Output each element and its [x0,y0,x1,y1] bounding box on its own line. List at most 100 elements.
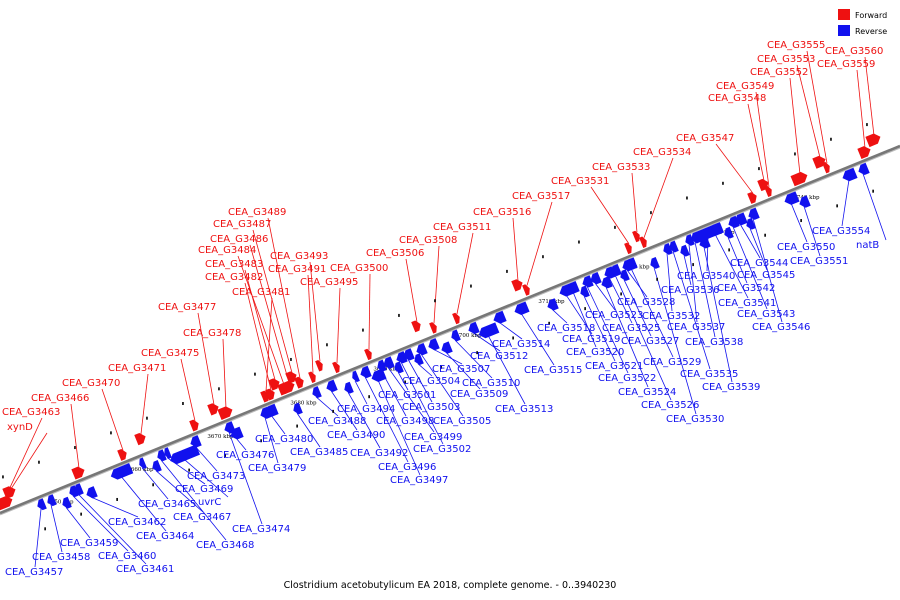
reverse-gene-label: CEA_G3465 [138,499,196,510]
forward-connector [715,143,754,194]
reverse-connector [387,367,435,433]
reverse-gene-label: CEA_G3468 [196,540,254,551]
scale-tick [692,263,694,267]
reverse-connector [487,335,526,405]
forward-24-gene-arrow [624,242,632,255]
reverse-gene-label: CEA_G3526 [641,400,699,411]
forward-connector [512,217,519,281]
reverse-connector [520,312,555,366]
reverse-65-gene-arrow [799,195,811,208]
gene-features [0,133,881,511]
forward-connector [309,261,321,362]
reverse-connector [183,458,229,498]
reverse-connector [120,476,167,532]
reverse-connector [623,279,652,337]
forward-gene-label: CEA_G3500 [330,263,388,274]
scale-tick [722,181,724,185]
forward-17-gene-arrow [332,361,340,374]
reverse-28-gene-arrow [403,348,415,361]
reverse-connector [688,244,698,323]
reverse-67-gene-arrow [858,162,870,176]
scale-label: 3670 kbp [207,434,234,440]
scale-tick [542,255,544,259]
scale-tick [326,343,328,347]
forward-gene-label: CEA_G3466 [31,393,89,404]
reverse-gene-label: CEA_G3522 [598,373,656,384]
reverse-connector [472,332,501,352]
scale-tick [332,409,334,413]
reverse-gene-label: CEA_G3457 [5,567,63,578]
reverse-connector [72,495,129,552]
forward-gene-label: CEA_G3495 [300,277,358,288]
scale-label: 3660 kbp [127,467,154,473]
reverse-connector [803,206,821,257]
reverse-25-gene-arrow [383,356,395,369]
forward-5-gene-arrow [189,419,199,432]
reverse-connector [417,363,433,377]
reverse-connector [160,459,227,541]
forward-32-gene-arrow [822,161,830,174]
forward-gene-label: CEA_G3531 [551,176,609,187]
legend-reverse-label: Reverse [855,27,887,36]
scale-tick [872,189,874,193]
reverse-gene-label: CEA_G3473 [187,471,245,482]
reverse-60-gene-arrow [728,215,740,229]
reverse-gene-label: CEA_G3467 [173,512,231,523]
forward-gene-label: CEA_G3493 [270,251,328,262]
reverse-connector [432,348,463,365]
reverse-40-gene-arrow [568,280,580,294]
scale-tick [224,453,226,457]
reverse-connector [155,470,204,513]
forward-gene-label: CEA_G3478 [183,328,241,339]
forward-connector [140,373,149,435]
scale-tick [254,372,256,376]
forward-gene-label: CEA_G3491 [268,264,326,275]
scale-tick [146,416,148,420]
forward-connector [336,287,341,363]
reverse-gene-label: CEA_G3530 [666,414,724,425]
reverse-gene-label: CEA_G3474 [232,524,290,535]
reverse-27-gene-arrow [396,351,408,364]
scale-label: 3680 kbp [290,400,317,406]
forward-10-gene-arrow [268,378,280,391]
forward-gene-label: CEA_G3516 [473,207,531,218]
reverse-connector [270,414,286,435]
reverse-connector [586,286,629,374]
forward-connector [631,172,638,233]
reverse-connector [614,274,672,401]
reverse-gene-label: CEA_G3523 [585,310,643,321]
reverse-gene-label: CEA_G3545 [737,270,795,281]
reverse-connector [420,353,464,417]
scale-tick [656,277,658,281]
reverse-50-gene-arrow [650,256,660,269]
reverse-gene-label: CEA_G3528 [617,297,675,308]
reverse-gene-label: CEA_G3480 [255,434,313,445]
forward-connector [789,77,801,175]
reverse-gene-label: CEA_G3462 [108,517,166,528]
reverse-gene-label: CEA_G3539 [702,382,760,393]
forward-connector [265,297,273,392]
reverse-7-gene-arrow [139,457,147,469]
forward-26-gene-arrow [639,236,647,248]
reverse-gene-label: CEA_G3529 [643,357,701,368]
reverse-52-gene-arrow [669,240,679,253]
reverse-42-gene-arrow [582,275,594,288]
reverse-9-gene-arrow [157,449,167,462]
reverse-21-gene-arrow [352,370,360,383]
reverse-2-gene-arrow [62,496,72,509]
reverse-connector [572,291,597,348]
reverse-connector [397,371,409,391]
reverse-0-gene-arrow [37,498,47,511]
reverse-53-gene-arrow [680,244,690,257]
reverse-gene-label: CEA_G3532 [642,311,700,322]
forward-27-gene-arrow [747,192,757,204]
forward-connector [180,358,196,421]
forward-gene-label: CEA_G3484 [198,245,256,256]
forward-gene-label: CEA_G3533 [592,162,650,173]
reverse-24-gene-arrow [377,359,387,372]
forward-gene-label: CEA_G3506 [366,248,424,259]
forward-13-gene-arrow [285,371,297,384]
reverse-connector [732,226,768,310]
reverse-gene-label: CEA_G3540 [677,271,735,282]
reverse-gene-label: CEA_G3515 [524,365,582,376]
